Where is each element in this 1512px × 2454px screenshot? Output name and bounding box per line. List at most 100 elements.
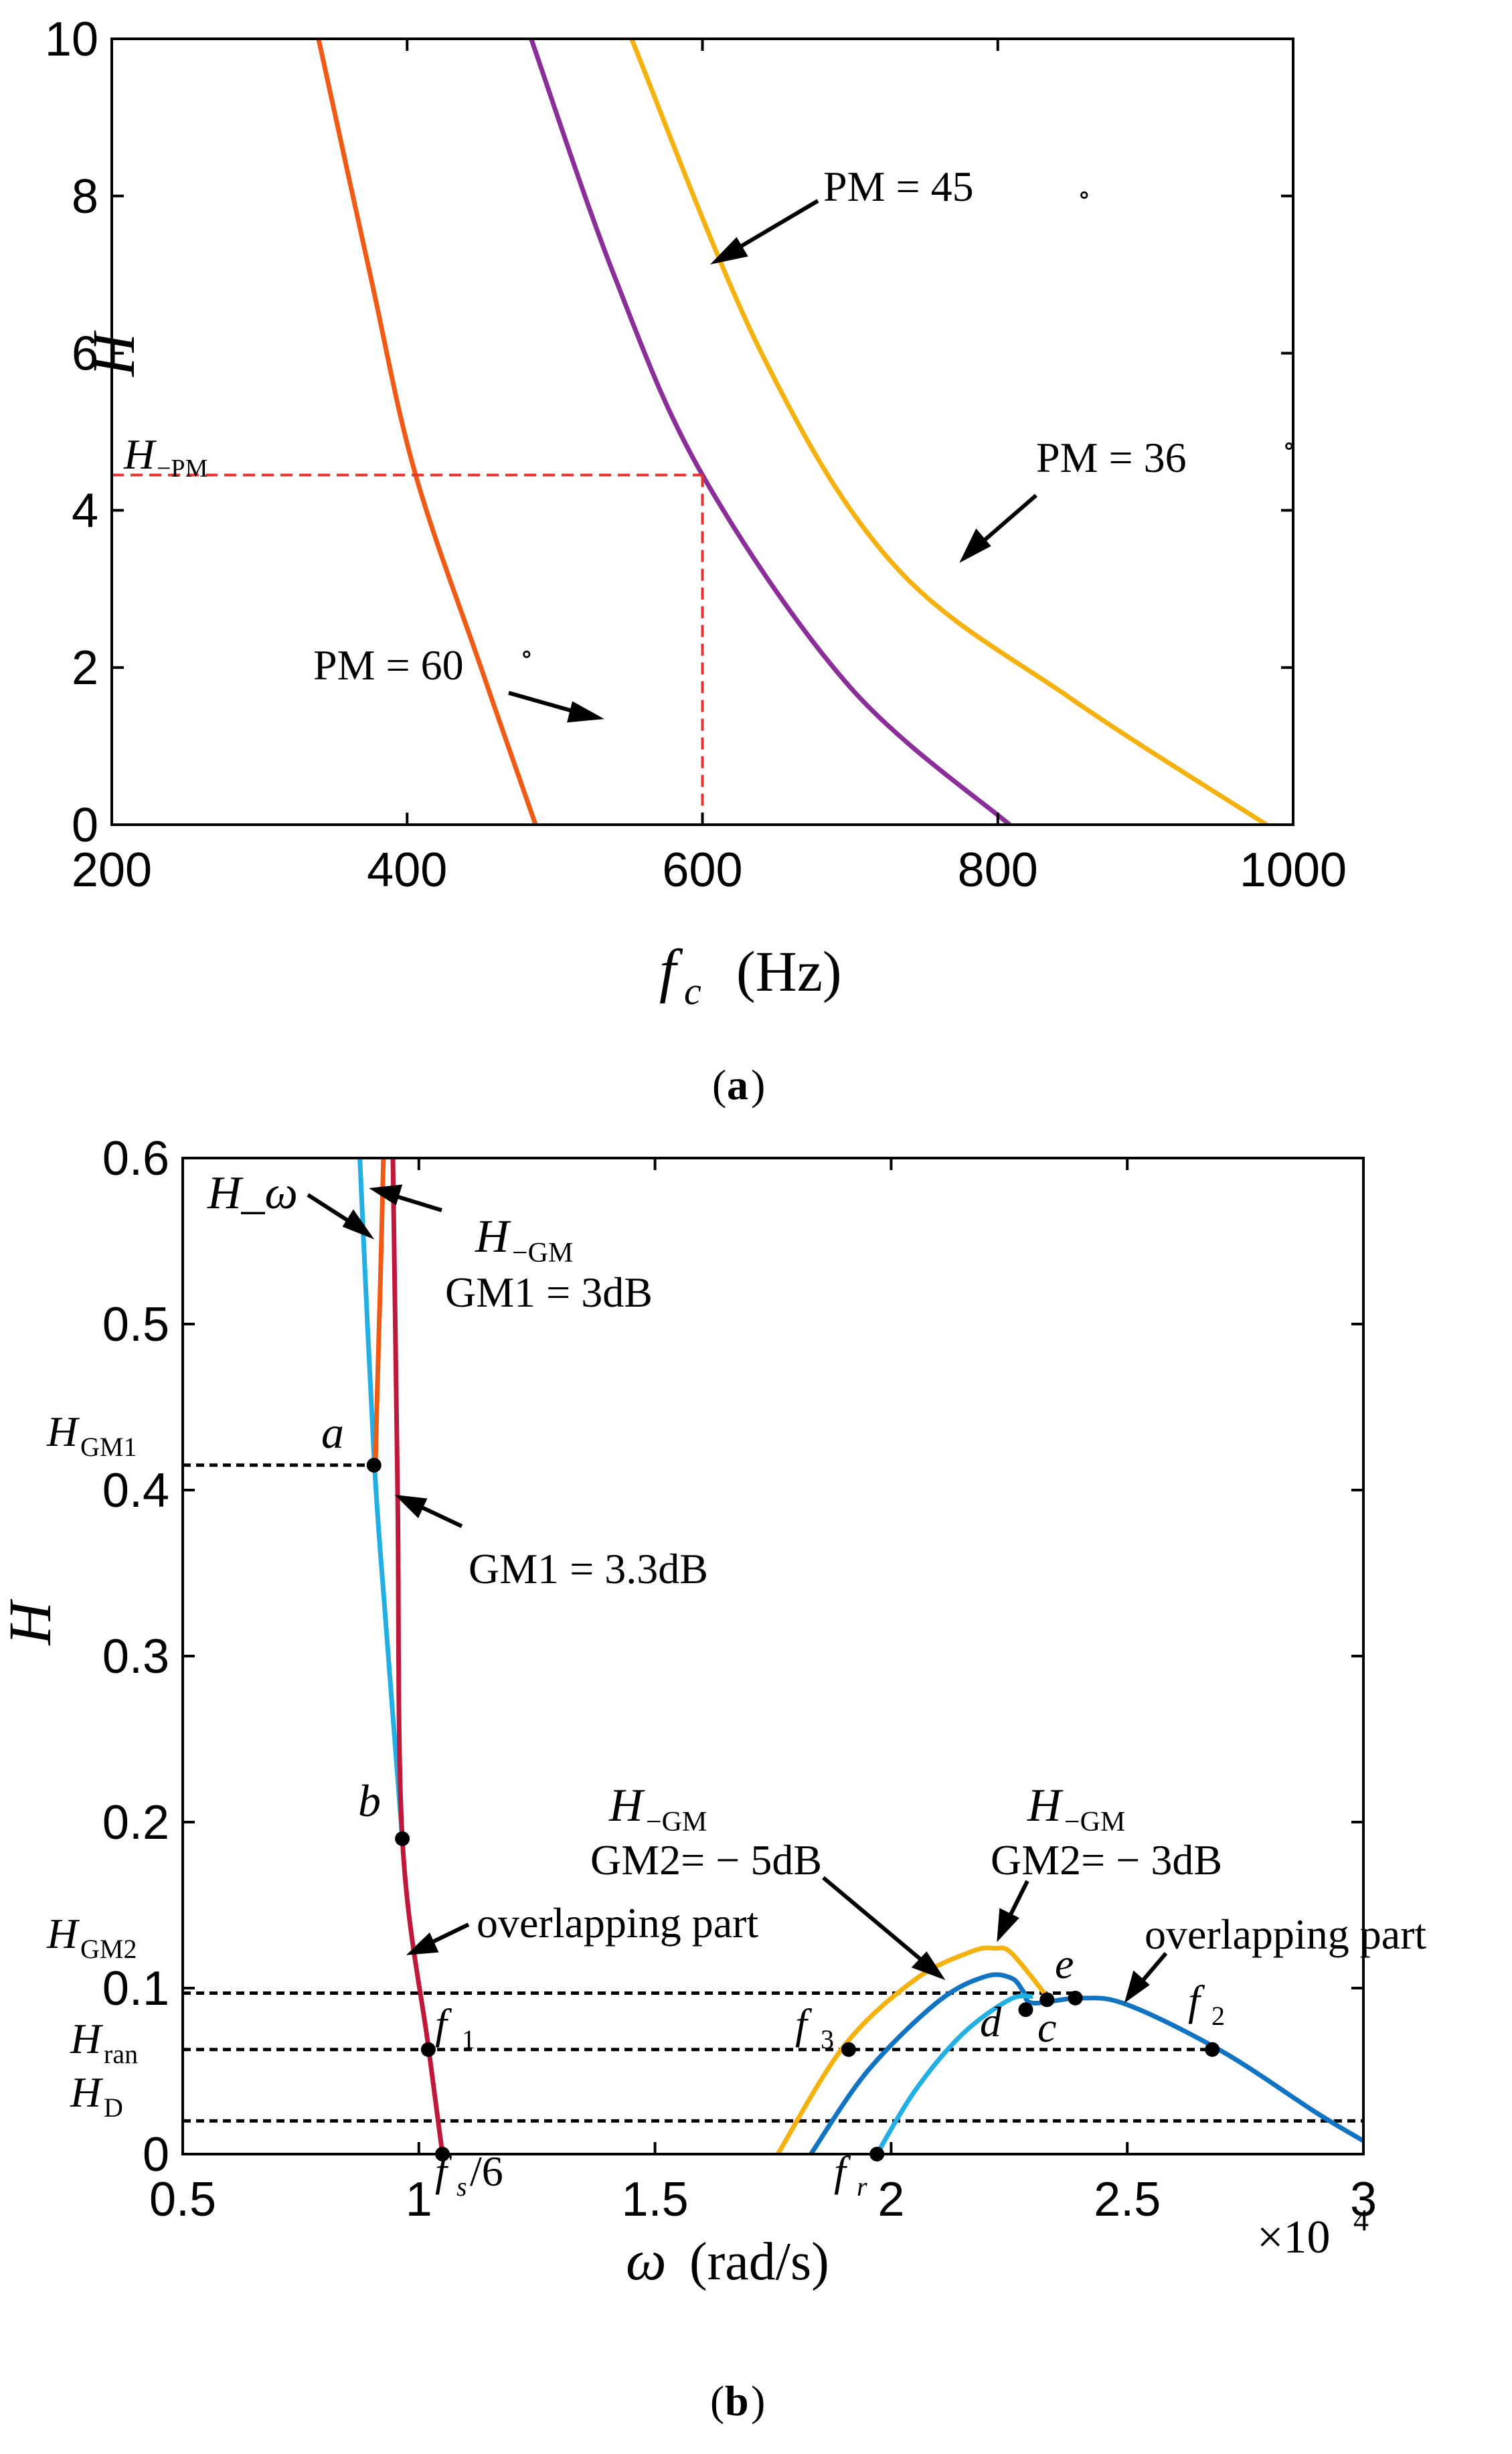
h-pm-main: H (123, 430, 157, 478)
point-e (1068, 1990, 1083, 2006)
x-exponent-base: ×10 (1257, 2212, 1330, 2263)
arrow-overlap-left (426, 1923, 470, 1947)
arrow-pm60 (508, 691, 578, 714)
arrowhead-gm1-33 (394, 1495, 428, 1519)
label-hgm-right-sub: −GM (1064, 1807, 1125, 1837)
b-x-tick-label-1: 1 (406, 2173, 432, 2226)
y-tick-label-6: 6 (72, 327, 98, 381)
panel-b-y-axis-label: H (0, 1599, 64, 1646)
panel-b-x-axis-label: ω (rad/s) ×10 4 (626, 2203, 1369, 2292)
arrowhead-overlap-left (406, 1932, 439, 1955)
label-hgm-top: H (475, 1211, 511, 1262)
arrowhead-h-omega (342, 1209, 375, 1240)
panel-b: 0.5 1 1.5 2 2.5 300.10.20.30.40.50.6 H ω (rad… (0, 1132, 1426, 2425)
x-tick-label-800: 800 (958, 843, 1038, 897)
y-tick-label-2: 2 (72, 641, 98, 695)
panel-b-reference-lines (183, 1463, 1363, 2123)
x-tick-label-200: 200 (72, 843, 152, 897)
b-x-tick-label-2.5: 2.5 (1094, 2173, 1161, 2226)
caption-a-letter: a (727, 1061, 748, 1109)
panel-a-series-1 (316, 39, 538, 825)
panel-a: 200 400 600 800 1000 0 2 4 6 8 10 PM = 45 ∘ PM = 3… (45, 13, 1347, 1109)
caption-a-open: ( (712, 1061, 726, 1109)
panel-b-annotations: H_ω H −GM GM1 = 3dB GM1 = 3.3dB H −GM GM… (207, 1167, 1426, 1958)
point-b (395, 1831, 410, 1846)
b-y-tick-label-0.1: 0.1 (102, 1962, 169, 2016)
panel-a-series-2 (529, 39, 1011, 825)
arrowhead-pm60 (567, 701, 604, 723)
x-label-sub-c: c (684, 969, 701, 1013)
point-f1 (420, 2042, 436, 2057)
y-tick-label-0: 0 (72, 799, 98, 852)
x-label-omega: ω (626, 2228, 667, 2292)
x-exponent-power: 4 (1353, 2203, 1369, 2237)
hd-sub: D (104, 2093, 123, 2123)
panel-b-point-labels: a b f 1 f s /6 f 3 f r d c e f 2 (321, 1407, 1225, 2202)
arrowhead-gm2-5 (911, 1951, 946, 1980)
label-hgm-right: H (1027, 1780, 1064, 1831)
panel-b-series-6 (875, 1993, 1033, 2154)
arrow-pm45 (732, 199, 819, 253)
degree-pm45: ∘ (1078, 179, 1091, 210)
label-hgm-top-sub: −GM (512, 1238, 573, 1269)
b-x-tick-label-3: 3 (1350, 2173, 1377, 2226)
point-a (366, 1457, 382, 1473)
caption-b-letter: b (725, 2377, 749, 2425)
point-label-f2-sub: 2 (1211, 2001, 1225, 2031)
b-y-tick-label-0.3: 0.3 (102, 1630, 169, 1684)
y-tick-label-4: 4 (72, 484, 98, 538)
point-label-f1-sub: 1 (462, 2024, 475, 2054)
caption-b-close: ) (751, 2377, 765, 2425)
arrowhead-pm36 (959, 528, 991, 563)
hd-main: H (70, 2068, 104, 2116)
b-y-tick-label-0.5: 0.5 (102, 1298, 169, 1352)
label-gm2-5db: GM2= − 5dB (590, 1836, 822, 1884)
label-overlap-right: overlapping part (1145, 1910, 1426, 1958)
point-label-fs-tail: /6 (470, 2147, 503, 2195)
label-overlap-left: overlapping part (477, 1899, 758, 1947)
b-y-tick-label-0.6: 0.6 (102, 1132, 169, 1185)
point-label-d: d (980, 1998, 1002, 2046)
caption-b: ( b ) (710, 2377, 765, 2425)
degree-pm36: ∘ (1282, 430, 1296, 461)
panel-b-points (366, 1457, 1220, 2161)
panel-a-x-axis-label: f c (Hz) (659, 938, 842, 1013)
point-label-f3: f (795, 2000, 813, 2048)
arrow-gm1-33 (415, 1503, 463, 1528)
hgm1-sub: GM1 (80, 1432, 137, 1462)
panel-b-series-4 (776, 1945, 1049, 2154)
hgm2-sub: GM2 (80, 1934, 137, 1964)
point-label-b: b (358, 1775, 381, 1826)
panel-b-series-2 (373, 1158, 386, 1465)
panel-b-arrows (307, 1184, 1168, 2003)
label-gm2-3db: GM2= − 3dB (991, 1836, 1222, 1884)
y-tick-label-10: 10 (45, 13, 98, 66)
panel-a-y-axis-label: H (81, 330, 147, 378)
h-pm-label: H −PM (123, 430, 207, 483)
annotation-pm45: PM = 45 (823, 163, 974, 210)
annotation-pm36: PM = 36 (1036, 434, 1187, 481)
arrowhead-hgm-gm1 (369, 1184, 403, 1206)
caption-a-close: ) (751, 1061, 765, 1109)
point-label-f1: f (435, 2000, 452, 2048)
panel-a-reference-lines (112, 473, 704, 825)
hgm1-main: H (46, 1408, 80, 1455)
label-gm1-33db: GM1 = 3.3dB (469, 1545, 708, 1592)
b-x-tick-label-1.5: 1.5 (622, 2173, 689, 2226)
panel-a-ticks: 200 400 600 800 1000 0 2 4 6 8 10 (45, 13, 1347, 897)
x-tick-label-400: 400 (367, 843, 447, 897)
caption-b-open: ( (710, 2377, 724, 2425)
point-label-c: c (1037, 2003, 1056, 2051)
h-pm-sub: −PM (157, 455, 207, 483)
panel-b-plot-frame (181, 1157, 1365, 2155)
y-tick-label-8: 8 (72, 170, 98, 224)
hgm2-main: H (46, 1910, 80, 1957)
point-label-fs-sub: s (456, 2172, 467, 2202)
arrow-hgm-gm1 (391, 1193, 442, 1212)
hran-sub: ran (104, 2039, 138, 2069)
panel-b-reference-labels: H GM1 H GM2 H ran H D (46, 1408, 138, 2123)
point-label-fr-sub: r (857, 2172, 867, 2202)
b-y-tick-label-0.2: 0.2 (102, 1796, 169, 1850)
arrowhead-overlap-right (1124, 1970, 1150, 2003)
